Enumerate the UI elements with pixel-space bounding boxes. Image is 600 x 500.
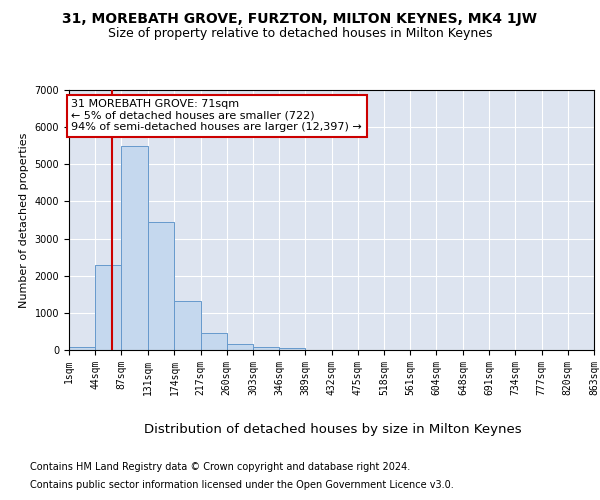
Bar [69, 348, 95, 350]
Text: 31 MOREBATH GROVE: 71sqm
← 5% of detached houses are smaller (722)
94% of semi-d: 31 MOREBATH GROVE: 71sqm ← 5% of detache… [71, 100, 362, 132]
Text: Size of property relative to detached houses in Milton Keynes: Size of property relative to detached ho… [108, 28, 492, 40]
Y-axis label: Number of detached properties: Number of detached properties [19, 132, 29, 308]
Bar [200, 333, 227, 350]
Bar [175, 302, 200, 350]
Bar [253, 347, 279, 350]
Bar [121, 146, 148, 350]
Bar [148, 222, 175, 350]
Bar [95, 264, 121, 350]
Text: Contains HM Land Registry data © Crown copyright and database right 2024.: Contains HM Land Registry data © Crown c… [30, 462, 410, 472]
Bar [279, 348, 305, 350]
Bar [227, 344, 253, 350]
Text: Contains public sector information licensed under the Open Government Licence v3: Contains public sector information licen… [30, 480, 454, 490]
Text: Distribution of detached houses by size in Milton Keynes: Distribution of detached houses by size … [144, 422, 522, 436]
Text: 31, MOREBATH GROVE, FURZTON, MILTON KEYNES, MK4 1JW: 31, MOREBATH GROVE, FURZTON, MILTON KEYN… [62, 12, 538, 26]
